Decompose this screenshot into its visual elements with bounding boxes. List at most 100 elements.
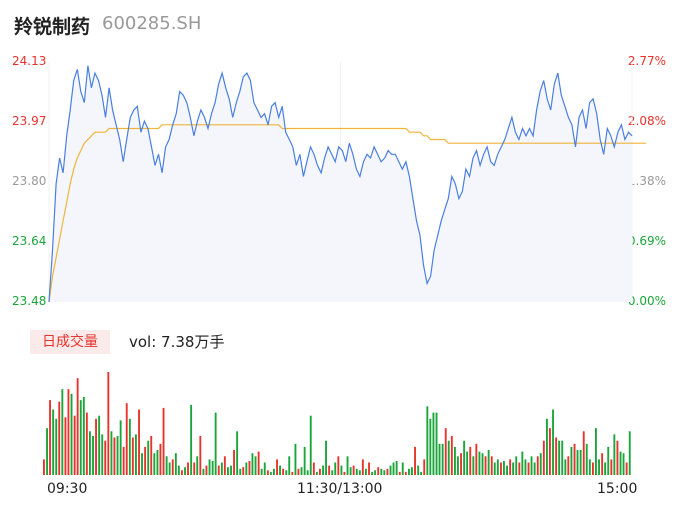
pct-tick-label: 0.69% [627,234,666,248]
volume-bar [263,462,266,475]
volume-bar [266,470,269,475]
volume-bar [340,465,343,475]
volume-bar [306,470,309,475]
volume-bar [49,400,51,475]
volume-bar [116,436,119,475]
volume-bar [404,471,407,475]
volume-bar [472,456,475,475]
volume-bar [490,456,493,475]
pct-tick-label: 1.38% [627,174,666,188]
volume-bar [423,459,426,475]
volume-bar [199,436,202,475]
volume-bar [539,453,542,475]
volume-bar [205,465,208,475]
volume-bar [291,471,294,475]
volume-bar [500,462,502,475]
volume-bar [138,409,140,475]
volume-bar [592,462,594,475]
volume-bar [533,462,536,475]
volume-bar [43,459,45,475]
price-tick-label: 24.13 [12,54,47,68]
volume-bar [325,440,327,475]
volume-bar [92,436,94,475]
volume-bar [125,403,128,475]
volume-bar [322,465,324,475]
volume-bar [162,407,165,475]
volume-bar [58,401,61,475]
daily-volume-badge[interactable]: 日成交量 [30,330,110,354]
volume-bar [386,468,389,475]
volume-bar [466,451,469,475]
volume-bar [285,470,288,475]
volume-bar [294,443,297,475]
volume-bar [377,467,380,475]
volume-bar [82,397,85,475]
volume-bar [573,443,576,475]
volume-bar [478,451,481,475]
volume-bar [561,440,564,475]
volume-bar [190,404,193,475]
volume-bar [450,436,453,475]
volume-bar [282,468,285,475]
volume-bar [248,461,251,475]
volume-bar [251,453,254,475]
stock-code: 600285.SH [102,13,202,34]
x-tick-label: 11:30/13:00 [297,481,383,497]
price-tick-label: 23.97 [12,114,47,128]
volume-bar [337,456,340,475]
volume-bar [233,450,235,475]
volume-bar [110,431,113,475]
volume-bar [398,471,401,475]
volume-bar [576,450,579,475]
volume-bar [95,418,97,475]
volume-bar [309,415,312,475]
volume-bar [601,453,604,475]
volume-bar [236,431,239,475]
volume-bar [619,451,622,475]
volume-bar [276,459,278,475]
volume-bar [481,453,484,475]
volume-bar [380,468,383,475]
volume-bar [475,443,478,475]
volume-bar [159,443,162,475]
volume-bar [98,415,101,475]
volume-bar [598,459,600,475]
volume-bar [242,467,245,475]
volume-bar [196,456,199,475]
volume-bar [444,428,447,475]
volume-bar [371,471,374,475]
volume-bar [613,434,616,475]
volume-bar [432,412,435,475]
volume-bar [429,418,432,475]
volume-bar [76,378,79,475]
volume-bar [181,470,183,475]
volume-bar [622,453,625,475]
pct-tick-label: 2.08% [627,114,666,128]
volume-bar [334,462,337,475]
price-line [48,65,633,303]
x-tick-label: 15:00 [597,481,638,497]
volume-bar [122,446,125,475]
volume-bar [389,465,392,475]
volume-bar [585,443,588,475]
volume-bar [447,440,450,475]
volume-bar [165,456,168,475]
volume-bar [328,465,331,475]
volume-bar [628,431,631,475]
volume-bar [202,468,205,475]
volume-bar [457,456,459,475]
volume-bar [113,437,116,475]
volume-bar [487,450,490,475]
volume-bar [319,468,321,475]
volume-bar [383,470,386,475]
volume-bar [530,456,533,475]
volume-bar [352,465,355,475]
volume-bar [365,468,367,475]
volume-bar [582,431,585,475]
volume-bar [211,461,214,475]
volume-bar [52,409,55,475]
volume-bar [343,471,346,475]
volume-bar [496,459,499,475]
price-tick-label: 23.80 [12,174,47,188]
pct-tick-label: 2.77% [627,54,666,68]
